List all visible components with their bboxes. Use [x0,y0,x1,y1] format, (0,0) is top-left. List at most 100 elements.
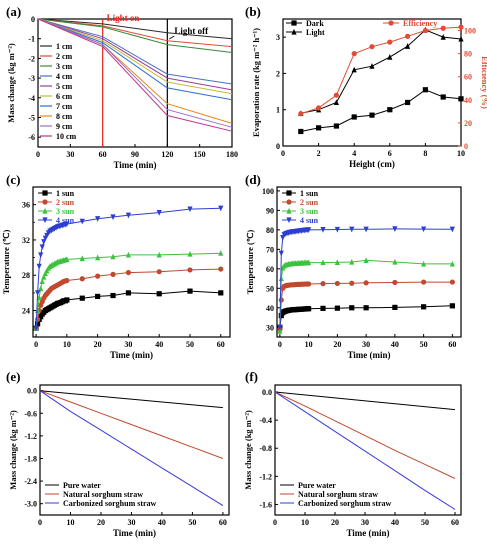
data-point [36,263,42,270]
series-line [37,18,233,95]
series-line [279,259,453,332]
data-point [33,325,39,332]
data-point [392,279,398,286]
data-point [363,305,369,311]
data-point [320,227,326,233]
data-point [110,253,116,260]
legend-label: Efficiency [403,19,437,28]
y-tick-label: 40 [266,304,274,313]
data-point [316,125,322,131]
x-tick-label: 20 [94,340,102,349]
legend-label: Carbonized sorghum straw [298,499,392,508]
data-point [458,96,464,102]
x-tick-label: 2 [317,149,321,158]
data-point [156,209,162,216]
data-point [156,251,162,258]
series-1 [274,391,456,411]
data-point [278,250,284,257]
legend-label: 9 cm [56,122,73,131]
legend-label: Pure water [298,481,336,490]
series-4 [277,226,455,331]
x-axis-label: Time (min) [346,528,389,538]
data-point [421,226,427,233]
y2-tick-label: 40 [464,96,472,105]
legend-marker [291,28,297,35]
legend-label: 1 sun [56,189,75,198]
y-tick-label: -1.2 [24,432,37,441]
legend-label: 4 sun [56,216,75,225]
x-tick-label: 40 [155,340,163,349]
series-2 [39,390,224,459]
y-axis-label: Mass change (kg m⁻²) [8,410,18,490]
data-point [363,226,369,233]
series-1 [39,390,223,409]
series-3 [37,18,233,53]
data-point [387,39,393,45]
series-line [35,290,221,329]
y-axis-label: Temperature (℃) [245,230,255,295]
data-point [125,251,132,258]
y-tick-label: -4 [28,94,35,103]
x-tick-label: 50 [421,518,429,527]
data-point [458,35,464,42]
panel-label: (b) [245,4,261,19]
x-tick-label: 10 [457,149,465,158]
x-tick-label: 60 [219,518,227,527]
legend-marker [42,207,48,214]
data-point [64,277,70,284]
data-point [421,304,427,310]
data-point [334,280,340,287]
x-tick-label: 30 [124,340,132,349]
series-3 [33,250,224,331]
y-tick-label: -1.2 [259,472,272,481]
x-tick-label: 6 [388,149,392,158]
data-point [320,281,326,287]
x-tick-label: 10 [66,518,74,527]
x-tick-label: 30 [362,340,370,349]
x-tick-label: 0 [36,150,40,159]
data-point [35,321,41,327]
data-point [79,255,85,262]
data-point [334,226,340,233]
data-point [95,254,101,261]
data-point [422,87,428,93]
legend-marker [291,20,297,26]
y-tick-label: -1.6 [259,500,272,509]
y-tick-label: 100 [262,187,274,196]
data-point [449,279,455,285]
y-tick-label: -1.8 [24,454,37,463]
y-tick-label: -0.4 [259,416,272,425]
x-axis-label: Height (cm) [349,159,395,169]
y-tick-label: 70 [266,245,274,254]
legend-label: 8 cm [56,112,73,121]
legend-label: 2 sun [300,198,319,207]
series-line [279,228,453,328]
legend-label: 2 sun [56,198,75,207]
legend-label: Natural sorghum straw [298,490,378,499]
series-line [300,89,462,132]
data-point [306,259,312,266]
series-3 [277,257,455,334]
data-point [35,290,41,296]
series-line [39,390,223,409]
annotation-label: Light on [107,13,140,23]
data-point [218,266,224,272]
data-point [351,114,357,120]
x-tick-label: 10 [63,340,71,349]
panel-label: (c) [6,172,20,187]
x-tick-label: 10 [305,340,313,349]
data-point [349,280,355,286]
plot-frame [32,186,231,338]
x-tick-label: 20 [331,518,339,527]
series-line [37,18,233,53]
x-tick-label: 30 [361,518,369,527]
x-axis-label: Time (min) [113,528,156,538]
legend-label: 2 cm [56,52,73,61]
legend-label: 4 cm [56,72,73,81]
legend-label: 3 sun [56,207,75,216]
data-point [422,27,428,34]
y-axis-label: Mass change (kg m⁻²) [243,410,253,490]
